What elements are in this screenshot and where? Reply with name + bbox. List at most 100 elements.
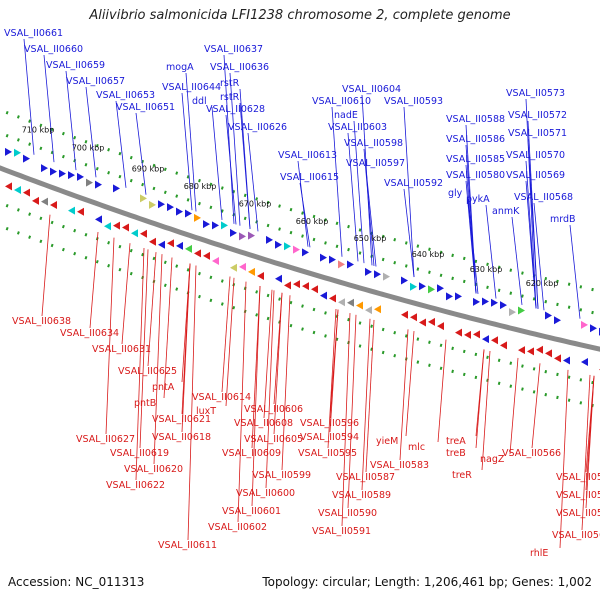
forward-leader-line [299, 182, 311, 248]
reverse-gene-label: VSAL_II0634 [60, 328, 119, 339]
forward-gene-feature [167, 203, 174, 212]
reverse-gene-label: VSAL_II0587 [336, 472, 395, 483]
forward-gene-label: VSAL_II0657 [66, 76, 125, 87]
reverse-gene-feature [167, 239, 174, 248]
reverse-gene-label: VSAL_II0599 [252, 470, 311, 481]
tick-ring-3 [0, 224, 600, 409]
reverse-leader-line [481, 350, 491, 471]
reverse-gene-label: VSAL_II0590 [318, 508, 377, 519]
reverse-gene-feature [356, 301, 363, 310]
reverse-gene-feature [140, 229, 147, 238]
reverse-leader-line [581, 374, 591, 531]
reverse-leader-line [509, 357, 519, 455]
forward-leader-line [511, 216, 523, 305]
position-ticks: 710 kbp 700 kbp 690 kbp 680 kbp 670 kbp 660 k… [22, 125, 559, 288]
forward-gene-feature [293, 245, 300, 254]
forward-gene-label: mogA [166, 62, 194, 73]
reverse-gene-label: VSAL_II0591 [312, 526, 371, 537]
reverse-leader-line [329, 309, 339, 433]
position-tick-label: 650 kbp [354, 234, 387, 243]
reverse-leader-line [181, 263, 191, 433]
forward-gene-label: VSAL_II0598 [344, 138, 403, 149]
reverse-gene-feature [464, 330, 471, 339]
reverse-leader-line [585, 375, 595, 509]
reverse-gene-feature [149, 237, 156, 246]
forward-leader-line [331, 106, 343, 257]
forward-gene-label: VSAL_II0573 [506, 88, 565, 99]
reverse-gene-feature [500, 341, 507, 350]
reverse-leader-line [405, 331, 415, 437]
forward-gene-feature [221, 221, 228, 230]
reverse-gene-feature [95, 215, 102, 224]
reverse-gene-feature [437, 322, 444, 331]
reverse-gene-feature [14, 186, 21, 195]
forward-leader-line [211, 106, 223, 220]
forward-leader-line [527, 138, 539, 309]
reverse-gene-feature [122, 223, 129, 232]
reverse-leader-line [365, 319, 375, 473]
forward-gene-feature [230, 228, 237, 237]
reverse-gene-label: VSAL_II0608 [234, 418, 293, 429]
forward-gene-feature [419, 282, 426, 291]
position-tick-label: 640 kbp [412, 250, 445, 259]
reverse-gene-feature [581, 357, 588, 366]
forward-gene-feature [5, 147, 12, 156]
forward-gene-label: VSAL_II0636 [210, 62, 269, 73]
reverse-gene-feature [491, 336, 498, 345]
reverse-gene-label: VSAL_II0562 [556, 508, 600, 519]
forward-gene-feature [374, 270, 381, 279]
forward-gene-feature [302, 248, 309, 257]
reverse-gene-feature [401, 310, 408, 319]
forward-gene-feature [77, 172, 84, 181]
reverse-gene-label: VSAL_II0618 [152, 432, 211, 443]
forward-leader-line [185, 72, 197, 212]
map-title: Aliivibrio salmonicida LFI1238 chromosom… [89, 8, 511, 23]
forward-leader-line [23, 38, 35, 155]
forward-gene-label: VSAL_II0661 [4, 28, 63, 39]
reverse-gene-label: rhlE [530, 548, 548, 559]
forward-gene-label: VSAL_II0572 [508, 110, 567, 121]
label-leader-lines [23, 38, 595, 549]
reverse-gene-feature [311, 285, 318, 294]
reverse-gene-feature [347, 298, 354, 307]
gene-features-layer [5, 147, 600, 371]
forward-gene-label: VSAL_II0637 [204, 44, 263, 55]
forward-gene-feature [185, 209, 192, 218]
forward-gene-label: VSAL_II0569 [506, 170, 565, 181]
position-tick-label: 700 kbp [72, 143, 105, 152]
forward-gene-label: nadE [334, 110, 358, 121]
position-tick-label: 710 kbp [22, 125, 55, 134]
forward-leader-line [569, 224, 581, 319]
forward-leader-line [225, 114, 237, 225]
reverse-gene-feature [536, 345, 543, 354]
reverse-gene-feature [284, 281, 291, 290]
reverse-gene-feature [293, 280, 300, 289]
forward-gene-feature [14, 148, 21, 157]
reverse-gene-feature [50, 200, 57, 209]
reverse-leader-line [139, 249, 149, 449]
forward-leader-line [135, 112, 147, 195]
forward-gene-feature [158, 200, 165, 209]
forward-gene-feature [176, 207, 183, 216]
forward-gene-label: VSAL_II0585 [446, 154, 505, 165]
reverse-gene-label: VSAL_II0594 [300, 432, 359, 443]
position-tick-label: 660 kbp [296, 217, 329, 226]
forward-gene-feature [320, 253, 327, 262]
reverse-leader-line [225, 277, 235, 407]
forward-leader-line [363, 148, 375, 266]
forward-gene-label: VSAL_II0568 [514, 192, 573, 203]
reverse-gene-feature [257, 272, 264, 281]
reverse-leader-line [341, 313, 351, 527]
forward-gene-label: VSAL_II0644 [162, 82, 221, 93]
forward-leader-line [467, 198, 479, 294]
reverse-gene-feature [338, 298, 345, 307]
reverse-gene-label: yieM [376, 436, 398, 447]
forward-leader-line [403, 188, 415, 278]
reverse-leader-line [121, 243, 131, 345]
forward-gene-feature [437, 284, 444, 293]
reverse-gene-feature [554, 354, 561, 363]
reverse-gene-label: VSAL_II0566 [502, 448, 561, 459]
reverse-gene-label: VSAL_II0602 [208, 522, 267, 533]
reverse-gene-feature [104, 222, 111, 231]
